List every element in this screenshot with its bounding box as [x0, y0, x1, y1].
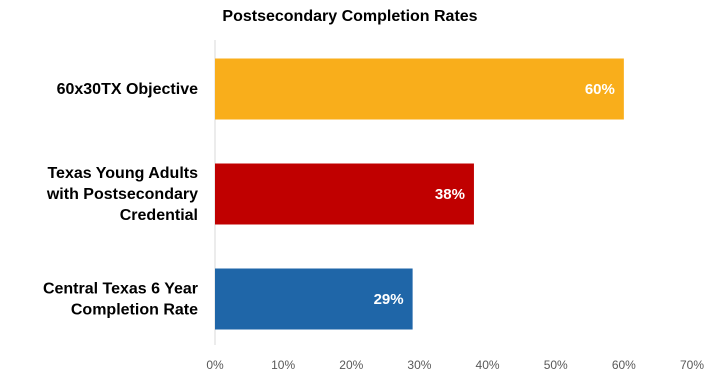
bar-2 — [215, 268, 413, 330]
category-label-1-1: with Postsecondary — [46, 186, 198, 203]
bar-1 — [215, 163, 474, 225]
x-tick-label-0: 0% — [206, 358, 224, 372]
category-label-2-0: Central Texas 6 Year — [43, 281, 198, 298]
x-tick-label-3: 30% — [407, 358, 431, 372]
chart-title: Postsecondary Completion Rates — [222, 8, 478, 25]
x-tick-label-7: 70% — [680, 358, 704, 372]
value-label-1: 38% — [435, 186, 465, 203]
category-label-1-2: Credential — [120, 207, 198, 224]
value-label-0: 60% — [585, 81, 615, 98]
x-tick-label-2: 20% — [339, 358, 363, 372]
x-tick-label-1: 10% — [271, 358, 295, 372]
x-tick-label-6: 60% — [612, 358, 636, 372]
category-label-0-0: 60x30TX Objective — [57, 81, 199, 98]
category-label-1-0: Texas Young Adults — [47, 165, 198, 182]
bar-0 — [215, 58, 624, 120]
x-tick-label-4: 40% — [476, 358, 500, 372]
value-label-2: 29% — [374, 291, 404, 308]
category-label-2-1: Completion Rate — [71, 302, 198, 319]
x-tick-label-5: 50% — [544, 358, 568, 372]
